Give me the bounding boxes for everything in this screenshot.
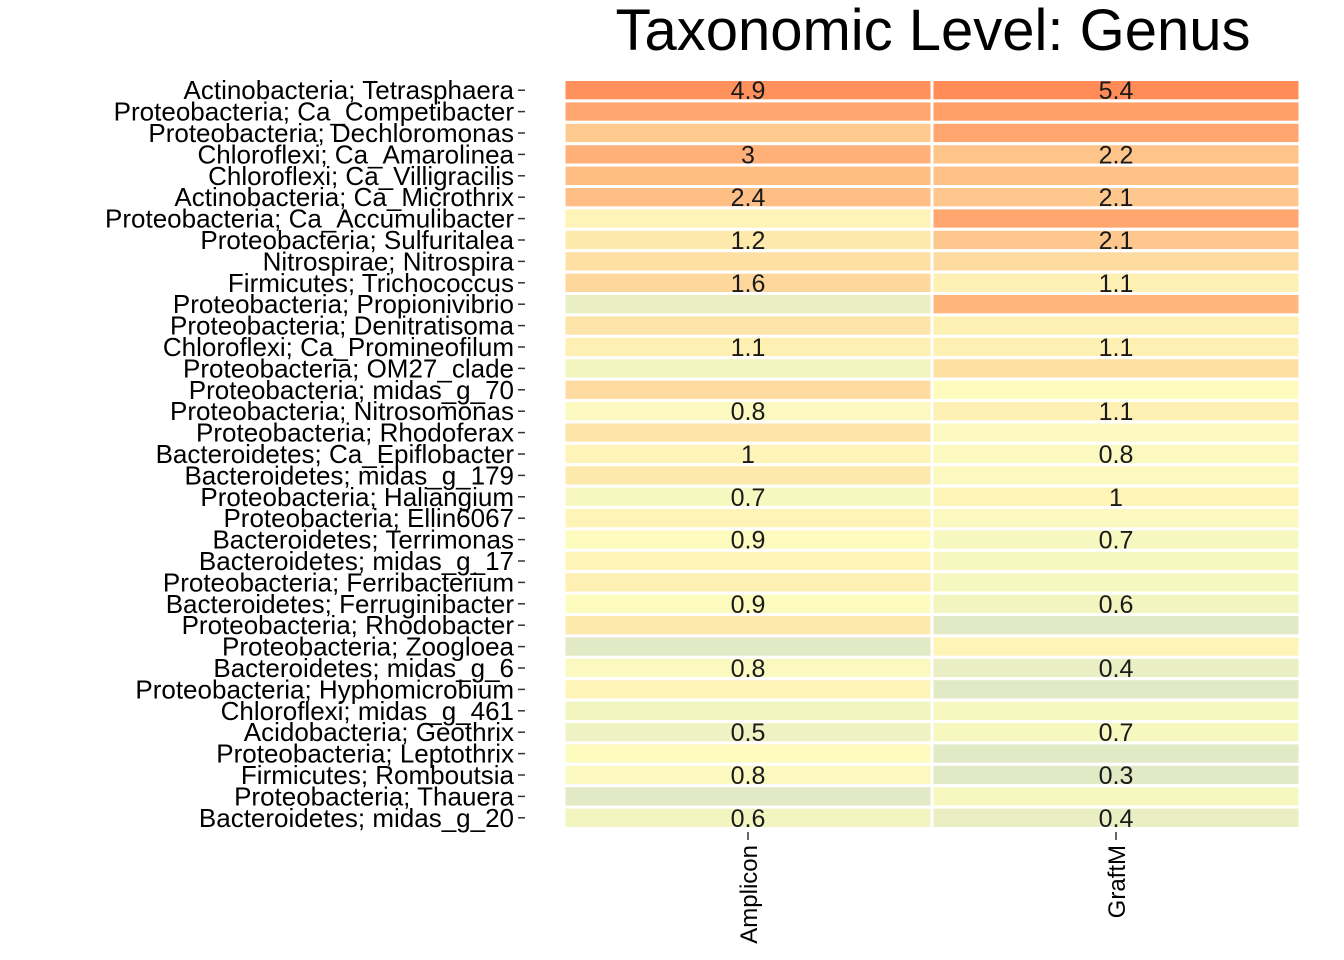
y-tick-label: Proteobacteria; Denitratisoma (170, 311, 514, 341)
x-axis: Amplicon GraftM (736, 832, 1131, 944)
y-tick-label: Proteobacteria; Nitrosomonas (170, 396, 514, 426)
y-tick-label: Proteobacteria; Ellin6067 (223, 503, 514, 533)
y-tick-label: Proteobacteria; Propionivibrio (173, 289, 514, 319)
cell-value-label: 0.6 (1099, 591, 1134, 619)
y-tick-label: Proteobacteria; Ferribacterium (163, 567, 514, 597)
cell-value-label: 0.6 (731, 805, 766, 833)
cell-value-label: 2.1 (1099, 184, 1134, 212)
y-tick-label: Nitrospirae; Nitrospira (263, 246, 515, 276)
y-tick-label: Bacteroidetes; midas_g_6 (213, 653, 514, 683)
heatmap-cells (562, 78, 1302, 830)
cell-value-label: 0.8 (731, 398, 766, 426)
cell-value-label: 3 (741, 141, 755, 169)
y-tick-label: Chloroflexi; Ca_Promineofilum (163, 332, 514, 362)
cell-value-label: 1 (1109, 484, 1123, 512)
y-tick-label: Chloroflexi; Ca_Villigracilis (208, 161, 514, 191)
y-tick-label: Proteobacteria; midas_g_70 (189, 375, 514, 405)
cell-value-label: 0.3 (1099, 762, 1134, 790)
cell-value-label: 4.9 (731, 77, 766, 105)
x-tick-label: Amplicon (736, 845, 763, 944)
y-tick-label: Proteobacteria; OM27_clade (183, 353, 514, 383)
cell-value-label: 0.9 (731, 591, 766, 619)
cell-value-label: 0.8 (1099, 441, 1134, 469)
cell-value-label: 1.1 (731, 334, 766, 362)
cell-value-label: 0.4 (1099, 655, 1134, 683)
chart-title: Taxonomic Level: Genus (615, 0, 1250, 63)
cell-value-label: 2.4 (731, 184, 766, 212)
cell-value-label: 1.1 (1099, 270, 1134, 298)
y-tick-label: Bacteroidetes; midas_g_179 (184, 460, 514, 490)
y-tick-label: Proteobacteria; Leptothrix (216, 739, 514, 769)
y-tick-label: Firmicutes; Trichococcus (228, 268, 514, 298)
y-tick-label: Bacteroidetes; Ferruginibacter (166, 589, 515, 619)
y-tick-label: Proteobacteria; Zoogloea (222, 632, 515, 662)
cell-value-label: 2.1 (1099, 227, 1134, 255)
cell-value-label: 1 (741, 441, 755, 469)
y-tick-label: Proteobacteria; Dechloromonas (148, 118, 514, 148)
x-tick-label: GraftM (1104, 845, 1131, 918)
y-tick-label: Bacteroidetes; Ca_Epiflobacter (156, 439, 515, 469)
cell-value-label: 0.8 (731, 762, 766, 790)
y-tick-label: Proteobacteria; Ca_Competibacter (114, 97, 515, 127)
y-tick-label: Proteobacteria; Rhodobacter (182, 610, 515, 640)
y-tick-label: Actinobacteria; Tetrasphaera (184, 75, 515, 105)
y-tick-label: Bacteroidetes; midas_g_17 (199, 546, 514, 576)
y-tick-label: Chloroflexi; Ca_Amarolinea (198, 139, 515, 169)
y-tick-label: Proteobacteria; Ca_Accumulibacter (105, 204, 514, 234)
y-tick-label: Proteobacteria; Sulfuritalea (200, 225, 514, 255)
cell-value-label: 1.2 (731, 227, 766, 255)
cell-value-label: 5.4 (1099, 77, 1134, 105)
cell-value-label: 0.7 (1099, 527, 1134, 555)
cell-value-label: 0.4 (1099, 805, 1134, 833)
y-tick-label: Proteobacteria; Hyphomicrobium (135, 674, 514, 704)
heatmap-value-labels: 4.9 5.4 3 2.2 2.4 2.1 1.2 2.1 1.6 1.1 1.1 1.1 0.8 1.1… (731, 77, 1134, 833)
cell-value-label: 0.9 (731, 527, 766, 555)
cell-value-label: 0.5 (731, 719, 766, 747)
heatmap-cell (930, 805, 1302, 830)
cell-value-label: 1.6 (731, 270, 766, 298)
cell-value-label: 0.7 (1099, 719, 1134, 747)
y-tick-label: Proteobacteria; Haliangium (200, 482, 514, 512)
y-tick-label: Firmicutes; Romboutsia (241, 760, 515, 790)
cell-value-label: 0.7 (731, 484, 766, 512)
y-tick-label: Bacteroidetes; Terrimonas (212, 525, 514, 555)
y-axis: Actinobacteria; TetrasphaeraProteobacter… (105, 75, 525, 833)
cell-value-label: 2.2 (1099, 141, 1134, 169)
y-tick-label: Proteobacteria; Thauera (234, 781, 514, 811)
y-tick-label: Bacteroidetes; midas_g_20 (199, 803, 514, 833)
y-tick-label: Actinobacteria; Ca_Microthrix (174, 182, 514, 212)
y-tick-label: Proteobacteria; Rhodoferax (196, 418, 514, 448)
y-tick-label: Chloroflexi; midas_g_461 (221, 696, 514, 726)
cell-value-label: 1.1 (1099, 398, 1134, 426)
y-tick-label: Acidobacteria; Geothrix (244, 717, 514, 747)
cell-value-label: 1.1 (1099, 334, 1134, 362)
cell-value-label: 0.8 (731, 655, 766, 683)
